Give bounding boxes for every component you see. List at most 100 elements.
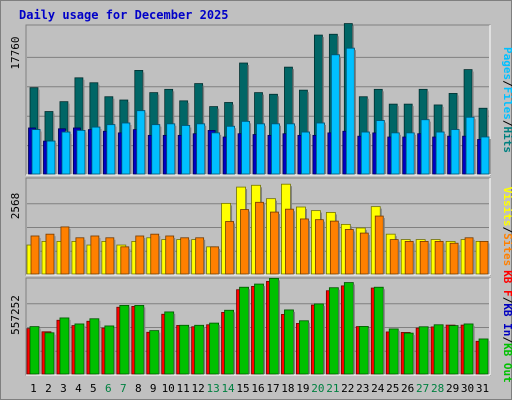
legend-label: KB Out <box>501 343 512 383</box>
sites-bar <box>210 246 220 275</box>
files-bar-front-shadow <box>459 131 461 174</box>
kbin-bar-shadow <box>428 328 430 374</box>
kbin-bar-shadow <box>158 332 161 374</box>
legend-label: Visits <box>501 187 512 227</box>
x-tick-label: 15 <box>236 382 249 395</box>
legend-visits-sites: Visits/Sites <box>501 187 512 267</box>
files-bar-front <box>151 124 161 175</box>
x-tick-label: 22 <box>341 382 354 395</box>
sites-bar <box>30 235 40 275</box>
kbin-bar <box>284 309 294 375</box>
files-bar-front <box>405 132 415 175</box>
sites-bar-shadow <box>128 248 131 274</box>
kbin-bar-shadow <box>83 325 86 374</box>
kbin-bar <box>119 305 130 375</box>
files-bar-front <box>241 120 250 175</box>
files-bar-front-shadow <box>99 129 102 174</box>
sites-bar <box>120 246 130 275</box>
kbin-bar <box>89 318 100 375</box>
sites-bar <box>419 241 429 275</box>
sites-bar-shadow <box>368 235 370 274</box>
files-bar-front-shadow <box>40 131 42 174</box>
sites-bar <box>135 235 145 275</box>
x-tick-label: 2 <box>45 382 52 395</box>
sites-bar <box>270 211 279 275</box>
kbin-bar <box>29 326 40 375</box>
x-tick-label: 7 <box>120 382 127 395</box>
files-bar-front-shadow <box>234 128 237 174</box>
sites-bar <box>449 242 459 275</box>
files-bar-front <box>390 132 400 175</box>
legend-label: KB In <box>501 303 512 336</box>
sites-bar-shadow <box>203 239 206 274</box>
files-bar-front <box>271 123 280 175</box>
files-bar-front <box>31 129 41 175</box>
x-tick-label: 19 <box>296 382 309 395</box>
kbin-bar <box>313 303 324 375</box>
kbin-bar-shadow <box>473 325 475 374</box>
x-tick-label: 16 <box>251 382 264 395</box>
files-bar-front <box>181 125 191 175</box>
files-bar-front <box>76 130 86 175</box>
kbin-bar <box>433 324 444 375</box>
legend-label: / <box>501 336 512 343</box>
sites-bar <box>165 235 175 275</box>
files-bar-front <box>121 122 131 175</box>
sites-bar <box>464 237 474 275</box>
kbin-bar <box>239 286 249 375</box>
kbin-bar <box>403 332 414 375</box>
files-bar-front <box>450 129 460 175</box>
x-tick-label: 30 <box>461 382 474 395</box>
kbin-bar-shadow <box>368 328 370 374</box>
files-bar-front <box>166 123 176 175</box>
kbin-bar-shadow <box>188 327 191 374</box>
kbin-bar <box>179 324 190 375</box>
legend-kbf-kbin-kbout: KB F/KB In/KB Out <box>501 270 512 383</box>
legend-label: Pages <box>501 47 512 80</box>
kbin-bar-shadow <box>173 313 176 374</box>
files-bar-front <box>301 131 310 175</box>
sites-bar <box>285 208 294 275</box>
files-bar-front-shadow <box>309 134 311 174</box>
sites-bar <box>90 235 100 275</box>
files-bar-front <box>330 54 340 175</box>
x-tick-label: 6 <box>105 382 112 395</box>
sites-bar <box>60 226 70 275</box>
kbin-bar-shadow <box>113 327 116 374</box>
files-bar-front <box>211 132 221 175</box>
sites-bar-shadow <box>488 243 490 274</box>
kbin-bar <box>209 322 220 375</box>
sites-bar <box>374 215 384 275</box>
kbin-bar <box>194 324 205 375</box>
kbin-bar-shadow <box>233 312 236 374</box>
x-tick-label: 28 <box>431 382 444 395</box>
sites-bar-shadow <box>473 239 475 274</box>
files-bar-front <box>345 47 355 175</box>
files-bar-front <box>286 123 295 175</box>
kbin-bar-shadow <box>353 284 355 374</box>
files-bar-front-shadow <box>84 132 87 174</box>
files-bar-front-shadow <box>444 134 446 174</box>
x-tick-label: 31 <box>476 382 489 395</box>
sites-bar <box>359 232 369 275</box>
files-bar-front-shadow <box>399 134 401 174</box>
kbin-bar <box>104 325 115 375</box>
x-tick-label: 4 <box>75 382 82 395</box>
sites-bar-shadow <box>218 248 221 274</box>
files-bar-front <box>106 124 116 175</box>
sites-bar-shadow <box>68 228 71 274</box>
kbin-bar <box>269 277 279 375</box>
sites-bar-shadow <box>338 223 340 274</box>
x-tick-label: 18 <box>281 382 294 395</box>
kbin-bar <box>134 305 145 375</box>
sites-bar <box>404 241 414 275</box>
files-bar-front-shadow <box>429 121 431 174</box>
sites-bar-shadow <box>278 214 280 274</box>
kbin-bar <box>373 286 384 375</box>
legend-label: KB F <box>501 270 512 297</box>
files-bar-front <box>435 131 445 175</box>
kbin-bar <box>74 323 85 375</box>
kbin-bar-shadow <box>383 289 385 374</box>
kbin-bar <box>388 328 399 375</box>
x-tick-label: 10 <box>162 382 175 395</box>
